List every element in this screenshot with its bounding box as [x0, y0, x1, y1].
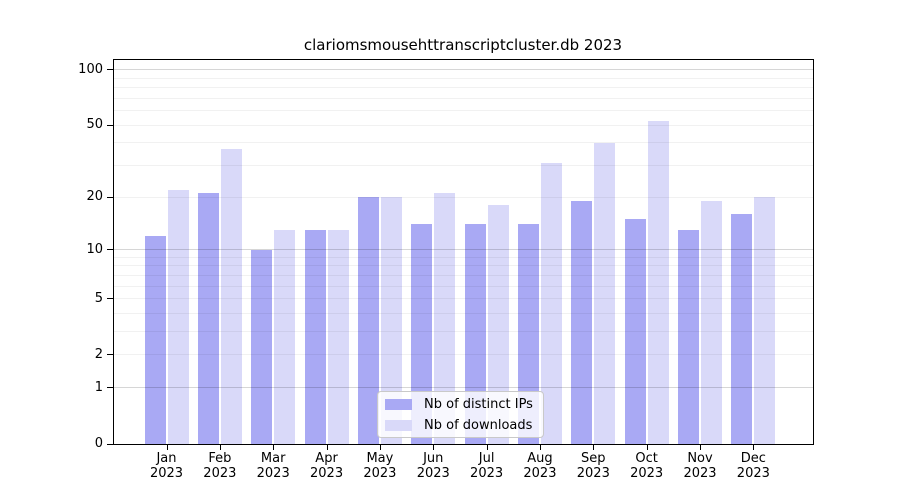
x-label-nov: Nov 2023	[683, 451, 717, 481]
y-tick-10	[107, 249, 113, 251]
y-label-100: 100	[78, 61, 103, 77]
gridline-90	[114, 77, 813, 79]
bar-downloads-sep	[594, 142, 616, 444]
x-tick-jan	[166, 444, 168, 450]
y-tick-5	[107, 298, 113, 300]
bar-distinct-ips-mar	[251, 249, 273, 444]
bar-distinct-ips-dec	[731, 214, 753, 444]
bar-distinct-ips-may	[357, 197, 379, 444]
bar-downloads-dec	[754, 197, 776, 444]
bar-downloads-jul	[487, 205, 509, 444]
y-tick-50	[107, 124, 113, 126]
gridline-40	[114, 142, 813, 144]
y-label-10: 10	[86, 241, 103, 257]
bar-distinct-ips-sep	[571, 201, 593, 444]
bar-downloads-jan	[167, 189, 189, 444]
legend-entry-downloads: Nb of downloads	[385, 416, 543, 435]
x-label-may: May 2023	[363, 451, 397, 481]
gridline-20	[114, 196, 813, 198]
x-label-jun: Jun 2023	[416, 451, 450, 481]
bar-distinct-ips-jul	[464, 224, 486, 444]
bar-downloads-feb	[220, 149, 242, 444]
y-label-0: 0	[94, 436, 103, 451]
y-label-1: 1	[94, 379, 103, 395]
gridline-5	[114, 298, 813, 300]
x-tick-may	[379, 444, 381, 450]
y-tick-2	[107, 354, 113, 356]
gridline-10	[114, 249, 813, 251]
x-label-sep: Sep 2023	[576, 451, 610, 481]
bar-downloads-nov	[701, 201, 722, 444]
gridline-70	[114, 97, 813, 99]
x-tick-jun	[433, 444, 435, 450]
legend-swatch-downloads	[385, 419, 412, 431]
x-tick-aug	[539, 444, 541, 450]
x-tick-feb	[219, 444, 221, 450]
gridline-50	[114, 124, 813, 126]
bar-distinct-ips-oct	[624, 219, 646, 444]
bar-distinct-ips-apr	[304, 230, 326, 444]
x-label-apr: Apr 2023	[310, 451, 344, 481]
x-label-oct: Oct 2023	[630, 451, 664, 481]
legend-label-downloads: Nb of downloads	[424, 417, 533, 433]
y-label-2: 2	[94, 346, 103, 362]
bar-distinct-ips-nov	[678, 230, 699, 444]
x-label-feb: Feb 2023	[203, 451, 237, 481]
gridline-6	[114, 285, 813, 287]
gridline-9	[114, 256, 813, 258]
chart-title: clariomsmousehttranscriptcluster.db 2023	[303, 36, 623, 54]
x-label-aug: Aug 2023	[523, 451, 557, 481]
gridline-30	[114, 165, 813, 167]
gridline-4	[114, 313, 813, 314]
y-label-5: 5	[94, 290, 103, 306]
legend-entry-distinct-ips: Nb of distinct IPs	[385, 395, 543, 414]
legend: Nb of distinct IPs Nb of downloads	[377, 391, 544, 438]
x-tick-nov	[700, 444, 701, 450]
x-tick-sep	[593, 444, 595, 450]
x-tick-oct	[646, 444, 648, 450]
x-label-dec: Dec 2023	[736, 451, 770, 481]
bar-downloads-apr	[327, 230, 349, 444]
gridline-3	[114, 331, 813, 333]
plot-area: Nb of distinct IPs Nb of downloads Jan 20…	[78, 59, 814, 481]
gridline-7	[114, 274, 813, 276]
gridline-2	[114, 354, 813, 356]
bar-downloads-jun	[434, 193, 456, 444]
gridline-1	[114, 387, 813, 389]
y-tick-100	[107, 69, 113, 71]
bar-distinct-ips-feb	[197, 193, 219, 444]
y-label-20: 20	[86, 189, 103, 205]
legend-swatch-distinct-ips	[385, 398, 412, 410]
y-tick-1	[107, 387, 113, 389]
y-tick-0	[107, 443, 113, 445]
x-label-jan: Jan 2023	[149, 451, 184, 481]
x-tick-apr	[326, 444, 328, 450]
bar-distinct-ips-jun	[411, 224, 433, 444]
legend-label-distinct-ips: Nb of distinct IPs	[424, 396, 533, 412]
x-label-jul: Jul 2023	[470, 451, 504, 481]
x-label-mar: Mar 2023	[256, 451, 290, 481]
y-tick-20	[107, 196, 113, 198]
x-tick-mar	[273, 444, 275, 450]
gridline-60	[114, 110, 813, 112]
x-tick-jul	[486, 444, 488, 450]
gridline-8	[114, 265, 813, 267]
gridline-100	[114, 69, 813, 71]
bar-distinct-ips-aug	[517, 224, 539, 444]
gridline-80	[114, 87, 813, 89]
bar-downloads-aug	[540, 163, 562, 444]
bar-downloads-mar	[274, 230, 296, 444]
bar-downloads-may	[380, 197, 402, 444]
y-label-50: 50	[86, 117, 103, 133]
bar-downloads-oct	[647, 120, 669, 444]
x-tick-dec	[753, 444, 755, 450]
bar-distinct-ips-jan	[144, 236, 166, 444]
